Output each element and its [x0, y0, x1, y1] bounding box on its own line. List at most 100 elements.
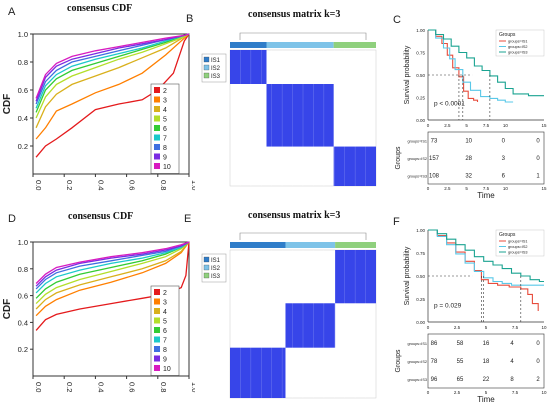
legend-label: 8 [163, 145, 167, 152]
cdf-line-k7 [35, 241, 190, 294]
risk-table-count: 2 [536, 377, 540, 383]
heat-legend-swatch [203, 256, 210, 263]
consensus-heatmap-e: IS1 IS2 IS3 [201, 232, 377, 399]
survival-legend-label: groups=IS1 [508, 240, 528, 244]
survival-curve [428, 229, 539, 311]
cdf-line-k4 [35, 241, 190, 310]
y-tick-label: 0.8 [18, 58, 28, 67]
chart-d-title: consensus CDF [68, 211, 134, 222]
cluster-bar [335, 242, 376, 248]
x-axis-label: Time [477, 191, 495, 200]
chart-b-title: consensus matrix k=3 [248, 9, 341, 20]
risk-x-tick-label: 10 [541, 390, 547, 395]
y-tick-label: 0.25 [416, 96, 425, 101]
cluster-bar [230, 42, 267, 48]
risk-table-frame [427, 333, 545, 389]
legend-swatch [154, 144, 160, 150]
heat-legend-label: IS2 [211, 266, 221, 272]
p-value: p < 0.0001 [434, 101, 465, 108]
cdf-line-k2 [35, 33, 190, 158]
legend-swatch [154, 317, 160, 324]
risk-table-count: 108 [429, 173, 440, 179]
cluster-bar [230, 242, 286, 248]
x-tick-label: 0.0 [34, 382, 43, 392]
consensus-block [266, 84, 334, 147]
x-tick-label: 5 [465, 123, 468, 128]
heat-legend-label: IS1 [211, 58, 221, 64]
y-axis-label: Survival probability [404, 246, 411, 305]
risk-table-count: 86 [431, 341, 438, 347]
survival-legend-label: groups=IS2 [508, 45, 528, 49]
risk-table-count: 28 [465, 156, 472, 162]
cluster-bar [285, 242, 336, 248]
cdf-line-k9 [35, 241, 190, 287]
cdf-line-k7 [35, 33, 190, 109]
legend-label: 9 [163, 357, 167, 364]
risk-table-ylabel: Groups [395, 349, 402, 372]
risk-x-tick-label: 5 [485, 390, 488, 395]
cdf-line-k6 [35, 33, 190, 113]
legend-swatch [154, 96, 160, 103]
legend-swatch [154, 134, 160, 141]
risk-table-count: 8 [510, 377, 514, 383]
survival-legend-label: groups=IS2 [508, 245, 528, 249]
plot-frame [32, 241, 190, 377]
risk-x-tick-label: 5 [465, 186, 468, 191]
risk-table-count: 10 [465, 139, 472, 145]
y-tick-label: 1.0 [18, 30, 28, 39]
plot-frame [32, 33, 190, 175]
survival-legend-label: groups=IS1 [508, 40, 528, 44]
y-tick-label: 0.75 [416, 51, 425, 56]
x-tick-label: 2.5 [444, 123, 451, 128]
x-tick-label: 5 [485, 325, 488, 330]
x-tick-label: 0.4 [96, 382, 105, 392]
survival-curve [428, 229, 544, 286]
y-tick-label: 0.4 [18, 114, 28, 123]
consensus-block [335, 250, 376, 304]
cdf-chart-a: 0.2 0.4 0.6 0.8 1.0 0.0 0.2 0.4 0.6 0.8 1.0 CDF 2 3 4 5… [2, 30, 195, 190]
survival-legend-label: groups=IS3 [508, 51, 528, 55]
legend-swatch [154, 106, 160, 112]
x-tick-label: 0.4 [96, 180, 105, 190]
legend-label: 2 [163, 290, 167, 297]
legend-swatch [154, 153, 160, 160]
legend-swatch [154, 87, 160, 93]
survival-curve [428, 229, 544, 283]
y-tick-label: 0.50 [416, 274, 425, 279]
risk-table-group: groups=IS1 [407, 140, 427, 144]
legend-label: 7 [163, 338, 167, 345]
heat-legend-swatch [203, 72, 210, 79]
panel-label-d: D [8, 213, 16, 225]
legend-swatch [154, 327, 160, 333]
heat-legend-swatch [203, 272, 210, 279]
risk-table-count: 65 [457, 377, 464, 383]
legend-label: 9 [163, 155, 167, 162]
legend-label: 6 [163, 126, 167, 133]
risk-table-count: 0 [502, 139, 506, 145]
cdf-line-k3 [35, 241, 190, 317]
x-tick-label: 1.0 [190, 382, 195, 392]
x-tick-label: 0 [427, 123, 430, 128]
x-tick-label: 2.5 [454, 325, 461, 330]
risk-table-count: 0 [536, 139, 540, 145]
risk-table-count: 157 [429, 156, 440, 162]
x-tick-label: 15 [541, 123, 547, 128]
risk-table-group: groups=IS1 [407, 342, 427, 346]
survival-legend-label: groups=IS3 [508, 251, 528, 255]
consensus-block [285, 303, 336, 348]
risk-table-count: 4 [510, 341, 514, 347]
risk-table-count: 78 [431, 359, 438, 365]
y-tick-label: 0.4 [18, 318, 28, 327]
risk-table-count: 73 [431, 139, 438, 145]
cdf-line-k4 [35, 33, 190, 129]
risk-x-tick-label: 2.5 [454, 390, 461, 395]
y-axis-label: CDF [2, 299, 13, 320]
risk-table-count: 55 [457, 359, 464, 365]
y-tick-label: 0.6 [18, 292, 28, 301]
x-tick-label: 10 [503, 123, 509, 128]
legend-label: 3 [163, 300, 167, 307]
legend-swatch [154, 163, 160, 169]
risk-table-frame [427, 131, 545, 185]
risk-table-count: 58 [457, 341, 464, 347]
legend-swatch [154, 289, 160, 295]
